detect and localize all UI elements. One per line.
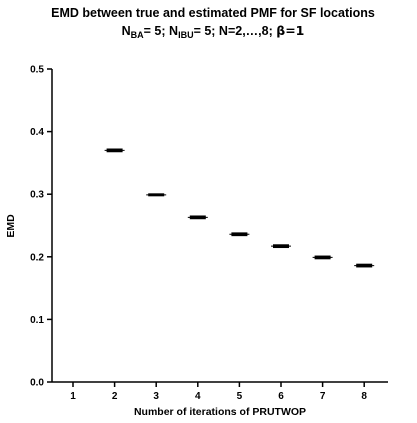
x-tick-label: 3 xyxy=(153,391,159,402)
n-ibu-value: = 5; N=2,…,8; xyxy=(194,24,277,38)
data-marks xyxy=(104,148,375,268)
n-ba-subscript: BA xyxy=(131,30,144,40)
y-tick-label: 0.3 xyxy=(30,190,44,201)
y-tick-label: 0.1 xyxy=(30,315,44,326)
n-ibu-label: N xyxy=(169,24,178,38)
x-axis-label: Number of iterations of PRUTWOP xyxy=(134,406,306,418)
y-tick-label: 0.2 xyxy=(30,252,44,263)
x-ticks: 1 2 3 4 5 6 7 8 xyxy=(70,382,367,402)
y-tick-label: 0.0 xyxy=(30,378,44,389)
chart-title: EMD between true and estimated PMF for S… xyxy=(51,6,375,20)
y-tick-label: 0.4 xyxy=(30,127,44,138)
x-tick-label: 1 xyxy=(70,391,76,402)
n-ibu-subscript: IBU xyxy=(178,30,194,40)
x-tick-label: 4 xyxy=(195,391,201,402)
y-tick-label: 0.5 xyxy=(30,65,44,76)
y-ticks: 0.0 0.1 0.2 0.3 0.4 0.5 xyxy=(30,65,52,389)
x-tick-label: 8 xyxy=(361,391,367,402)
y-axis-label: EMD xyxy=(5,214,17,238)
n-ba-label: N xyxy=(122,24,131,38)
x-tick-label: 6 xyxy=(278,391,284,402)
x-tick-label: 7 xyxy=(320,391,326,402)
beta-value: β=1 xyxy=(276,23,304,38)
n-ba-value: = 5; xyxy=(144,24,169,38)
x-tick-label: 2 xyxy=(112,391,118,402)
chart-subtitle: NBA= 5; NIBU= 5; N=2,…,8; β=1 xyxy=(122,23,305,40)
x-tick-label: 5 xyxy=(237,391,243,402)
